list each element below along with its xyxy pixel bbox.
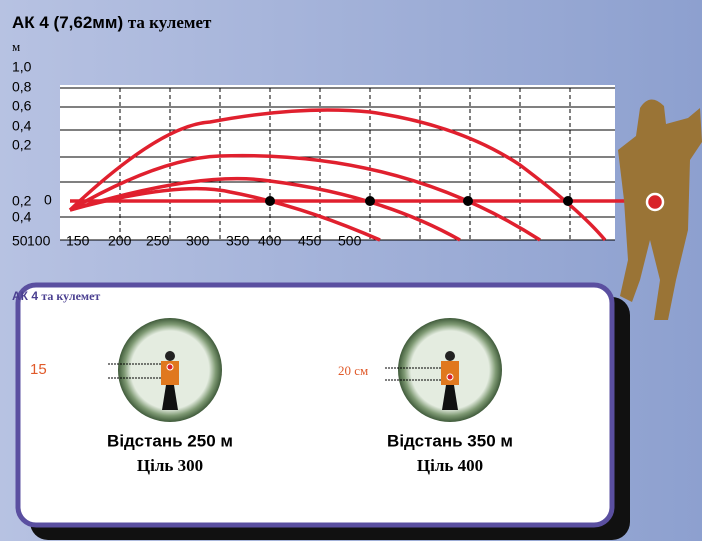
scope-target: Ціль 400	[417, 456, 483, 475]
x-tick-label: 400	[258, 233, 282, 249]
y-tick-label: 0,4	[12, 118, 32, 134]
scope-offset: 20 см	[338, 363, 368, 378]
x-tick-label: 450	[298, 233, 322, 249]
title: АК 4 (7,62мм) та кулемет	[12, 13, 212, 33]
x-tick-label: 100	[27, 233, 51, 249]
scope	[108, 318, 222, 422]
grid	[60, 87, 615, 241]
x-tick-label: 500	[338, 233, 362, 249]
panel	[15, 282, 615, 528]
y-tick-label: 0,6	[12, 98, 32, 114]
y-tick-label: 0,4	[12, 209, 32, 225]
x-tick-label: 50	[12, 233, 28, 249]
impact-points	[265, 196, 573, 206]
x-tick-label: 150	[66, 233, 90, 249]
y-tick-label: 0,2	[12, 193, 32, 209]
scope	[385, 318, 502, 422]
x-tick-label: 350	[226, 233, 250, 249]
y-tick-label: 0,8	[12, 79, 32, 95]
scope-target: Ціль 300	[137, 456, 203, 475]
x-tick-label: 200	[108, 233, 132, 249]
y-tick-label: 0,2	[12, 137, 32, 153]
target-mark	[645, 192, 665, 212]
title-suffix: та кулемет	[128, 13, 212, 32]
scope-offset: 15	[30, 361, 47, 378]
y-unit: м	[12, 39, 20, 54]
panel-title: АК 4 та кулемет	[12, 289, 100, 303]
scope-distance: Відстань 250 м	[107, 431, 233, 450]
zero-label: 0	[44, 192, 52, 208]
scope-distance: Відстань 350 м	[387, 431, 513, 450]
x-tick-label: 300	[186, 233, 210, 249]
panel-title-main: АК 4	[12, 289, 38, 303]
panel-title-suffix: та кулемет	[41, 289, 100, 303]
y-tick-label: 1,0	[12, 59, 32, 75]
title-main: АК 4 (7,62мм)	[12, 13, 123, 32]
x-tick-label: 250	[146, 233, 170, 249]
